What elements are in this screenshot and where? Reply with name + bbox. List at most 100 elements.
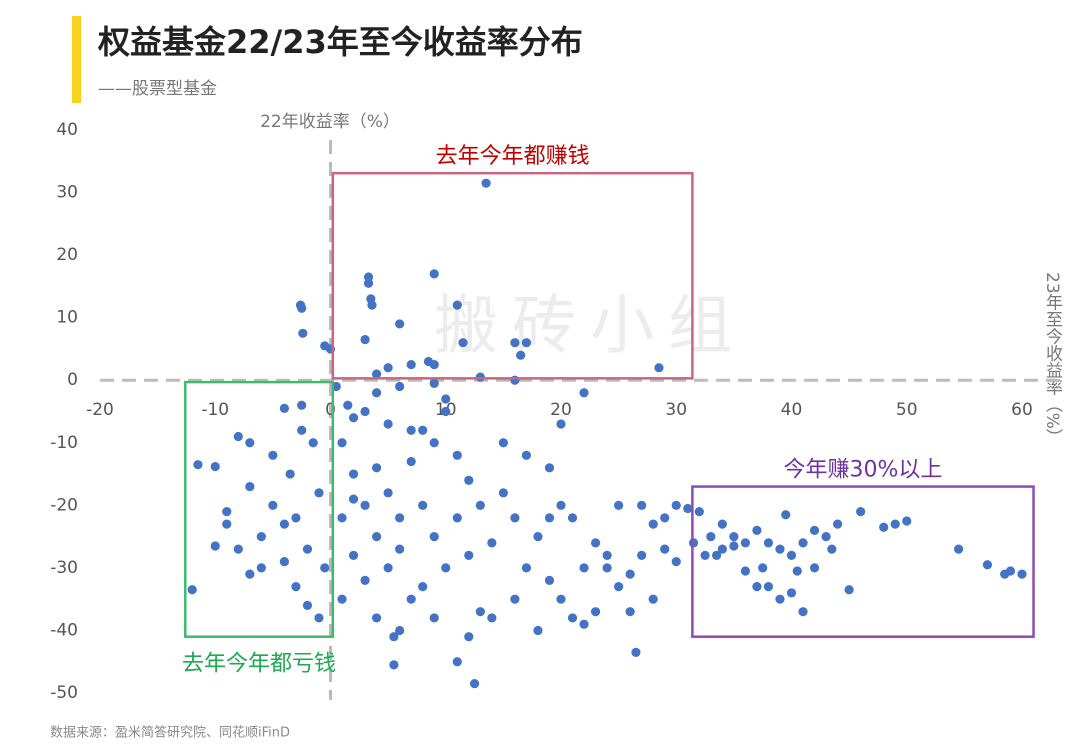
- point: [372, 463, 382, 473]
- point: [625, 607, 635, 617]
- point: [348, 550, 359, 560]
- point: [360, 334, 370, 345]
- point: [406, 425, 416, 435]
- point: [475, 500, 485, 510]
- point: [279, 519, 289, 529]
- point: [395, 513, 405, 523]
- point: [890, 519, 900, 529]
- point: [395, 319, 405, 329]
- point: [1017, 569, 1027, 579]
- point: [279, 403, 289, 413]
- point: [193, 460, 203, 470]
- point: [383, 419, 393, 429]
- point: [389, 632, 399, 642]
- point: [510, 375, 520, 385]
- point: [429, 613, 439, 623]
- point: [441, 394, 451, 404]
- point: [1005, 566, 1016, 576]
- point: [798, 607, 808, 617]
- point: [740, 566, 751, 576]
- point: [567, 513, 578, 523]
- point: [786, 588, 797, 598]
- y-tick-label: -50: [50, 683, 78, 703]
- source: 数据来源：盈米简答研究院、同花顺iFinD: [50, 725, 290, 741]
- point: [579, 563, 589, 573]
- point: [625, 569, 635, 579]
- point: [372, 613, 382, 623]
- point: [631, 647, 641, 657]
- point: [395, 381, 405, 392]
- chart-title: 权益基金22/23年至今收益率分布: [97, 23, 583, 61]
- point: [544, 463, 555, 473]
- point: [360, 406, 370, 417]
- point: [902, 516, 912, 526]
- x-tick-label: 40: [781, 400, 803, 420]
- point: [556, 419, 566, 429]
- title-bar: [72, 16, 81, 103]
- point: [648, 594, 658, 604]
- point: [360, 500, 370, 510]
- point: [521, 563, 532, 573]
- point: [348, 413, 359, 423]
- point: [498, 488, 508, 498]
- point: [729, 532, 739, 542]
- point: [406, 456, 416, 467]
- point: [856, 506, 866, 517]
- point: [833, 519, 843, 529]
- point: [809, 525, 820, 535]
- point: [711, 550, 722, 560]
- point: [222, 506, 232, 517]
- point: [406, 359, 416, 370]
- point: [844, 585, 854, 595]
- point: [510, 513, 520, 523]
- point: [297, 303, 307, 313]
- point: [337, 438, 347, 448]
- point: [348, 494, 359, 504]
- point: [406, 594, 416, 604]
- y-tick-label: -40: [50, 620, 78, 640]
- point: [314, 613, 324, 623]
- point: [544, 513, 555, 523]
- point: [268, 500, 278, 510]
- point: [383, 563, 393, 573]
- point: [521, 338, 532, 348]
- point: [798, 538, 808, 548]
- point: [302, 600, 313, 611]
- point: [717, 544, 727, 554]
- y-tick-label: -10: [50, 433, 78, 453]
- point: [694, 506, 704, 517]
- point: [982, 560, 993, 570]
- point: [827, 544, 837, 554]
- point: [533, 625, 543, 636]
- point: [637, 500, 647, 510]
- point: [372, 369, 382, 379]
- point: [758, 563, 768, 573]
- y-tick-label: 40: [56, 120, 78, 140]
- point: [348, 469, 359, 479]
- point: [418, 425, 428, 435]
- point: [671, 557, 681, 567]
- point: [590, 538, 601, 548]
- point: [291, 513, 301, 523]
- y-tick-label: 0: [67, 370, 78, 390]
- point: [256, 563, 266, 573]
- point: [233, 544, 243, 554]
- point: [441, 406, 451, 417]
- point: [700, 550, 710, 560]
- region-label: 去年今年都亏钱: [182, 652, 336, 677]
- y-tick-label: 30: [56, 183, 78, 203]
- watermark: 搬砖小组: [434, 290, 746, 364]
- point: [297, 425, 307, 435]
- point: [683, 503, 693, 514]
- point: [383, 363, 393, 373]
- point: [544, 575, 555, 586]
- point: [590, 607, 601, 617]
- x-tick-label: 20: [550, 400, 572, 420]
- y-tick-label: -20: [50, 495, 78, 515]
- point: [343, 400, 353, 410]
- point: [389, 660, 399, 670]
- point: [210, 461, 220, 472]
- point: [533, 532, 543, 542]
- point: [660, 513, 670, 523]
- point: [786, 550, 797, 560]
